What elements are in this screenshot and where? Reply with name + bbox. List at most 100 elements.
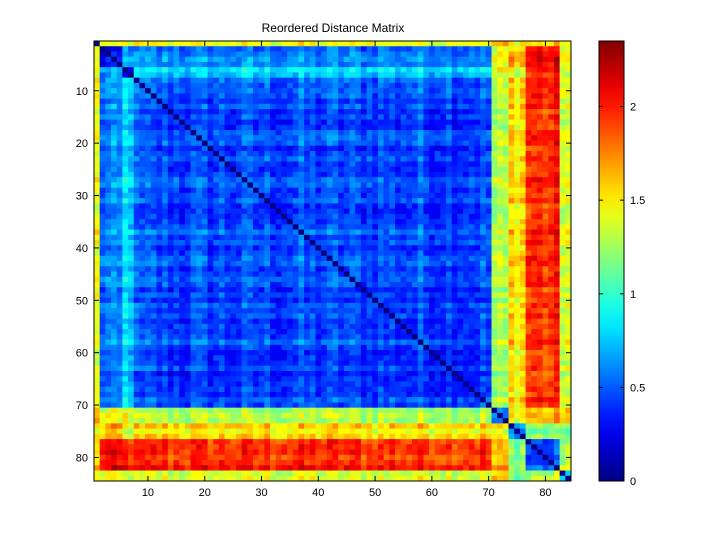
heatmap-cell: [400, 145, 407, 152]
heatmap-cell: [128, 41, 135, 47]
heatmap-cell: [542, 82, 549, 89]
heatmap-cell: [116, 224, 123, 230]
heatmap-cell: [394, 344, 402, 351]
heatmap-cell: [167, 323, 174, 330]
heatmap-cell: [502, 151, 509, 157]
heatmap-cell: [349, 344, 356, 351]
heatmap-cell: [190, 198, 197, 204]
heatmap-cell: [389, 334, 396, 340]
heatmap-cell: [116, 61, 123, 68]
heatmap-cell: [315, 224, 322, 230]
heatmap-cell: [281, 219, 288, 225]
heatmap-cell: [122, 93, 129, 100]
heatmap-cell: [292, 130, 299, 136]
heatmap-cell: [548, 151, 555, 157]
heatmap-cell: [156, 308, 163, 314]
heatmap-cell: [366, 67, 373, 73]
heatmap-cell: [105, 130, 112, 136]
heatmap-cell: [429, 297, 436, 304]
heatmap-cell: [394, 266, 402, 272]
heatmap-cell: [394, 46, 402, 52]
heatmap-cell: [412, 329, 419, 335]
heatmap-cell: [235, 151, 243, 157]
heatmap-cell: [235, 255, 243, 262]
heatmap-cell: [417, 171, 424, 178]
heatmap-cell: [179, 323, 186, 330]
heatmap-cell: [485, 213, 492, 220]
heatmap-cell: [190, 72, 197, 79]
heatmap-cell: [122, 224, 129, 230]
heatmap-cell: [270, 145, 277, 152]
heatmap-cell: [514, 156, 521, 162]
heatmap-cell: [440, 114, 447, 120]
heatmap-cell: [400, 46, 407, 52]
heatmap-cell: [434, 67, 441, 73]
heatmap-cell: [372, 98, 379, 105]
heatmap-cell: [298, 166, 305, 173]
heatmap-cell: [304, 156, 311, 162]
heatmap-cell: [196, 313, 203, 320]
heatmap-cell: [94, 323, 101, 330]
heatmap-cell: [332, 88, 339, 94]
heatmap-cell: [326, 82, 333, 89]
heatmap-cell: [338, 145, 345, 152]
heatmap-cell: [542, 208, 549, 215]
heatmap-cell: [349, 103, 356, 110]
heatmap-cell: [241, 287, 248, 293]
heatmap-cell: [128, 308, 135, 314]
heatmap-cell: [377, 177, 385, 183]
heatmap-cell: [213, 276, 220, 283]
heatmap-cell: [230, 281, 237, 288]
heatmap-cell: [99, 224, 106, 230]
heatmap-cell: [451, 334, 458, 340]
heatmap-cell: [201, 255, 208, 262]
heatmap-cell: [213, 156, 220, 162]
heatmap-cell: [480, 61, 487, 68]
heatmap-cell: [235, 93, 243, 100]
heatmap-cell: [514, 329, 521, 335]
heatmap-cell: [224, 192, 231, 199]
heatmap-cell: [468, 203, 475, 210]
heatmap-cell: [111, 98, 118, 105]
heatmap-cell: [355, 46, 362, 52]
heatmap-cell: [542, 224, 549, 230]
heatmap-cell: [315, 329, 322, 335]
heatmap-cell: [531, 171, 538, 178]
heatmap-cell: [389, 88, 396, 94]
heatmap-cell: [548, 219, 555, 225]
heatmap-cell: [377, 161, 385, 168]
heatmap-cell: [190, 318, 197, 325]
heatmap-cell: [247, 161, 254, 168]
heatmap-cell: [491, 103, 498, 110]
heatmap-cell: [343, 250, 350, 257]
heatmap-cell: [111, 198, 118, 204]
heatmap-cell: [173, 344, 180, 351]
heatmap-cell: [355, 56, 362, 63]
heatmap-cell: [264, 67, 271, 73]
heatmap-cell: [553, 41, 561, 47]
heatmap-cell: [224, 93, 231, 100]
heatmap-cell: [304, 255, 311, 262]
heatmap-cell: [173, 334, 180, 340]
heatmap-cell: [377, 229, 385, 236]
heatmap-cell: [406, 156, 413, 162]
heatmap-cell: [406, 261, 413, 267]
heatmap-cell: [321, 41, 328, 47]
heatmap-cell: [270, 203, 277, 210]
heatmap-cell: [270, 318, 277, 325]
heatmap-cell: [343, 240, 350, 246]
heatmap-cell: [332, 271, 339, 278]
heatmap-cell: [258, 177, 265, 183]
heatmap-cell: [480, 46, 487, 52]
heatmap-cell: [111, 67, 118, 73]
heatmap-cell: [196, 88, 203, 94]
heatmap-cell: [446, 124, 453, 131]
heatmap-cell: [446, 114, 453, 120]
heatmap-cell: [536, 292, 544, 299]
heatmap-cell: [468, 318, 475, 325]
heatmap-cell: [497, 140, 504, 147]
heatmap-cell: [338, 51, 345, 58]
heatmap-cell: [559, 308, 566, 314]
heatmap-cell: [548, 344, 555, 351]
heatmap-cell: [196, 156, 203, 162]
